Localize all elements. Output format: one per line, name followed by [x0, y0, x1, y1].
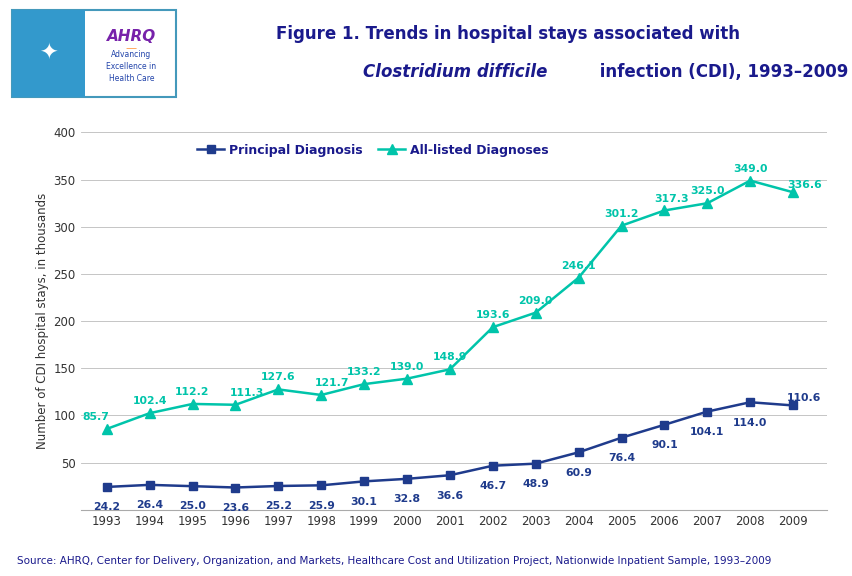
- Text: 48.9: 48.9: [521, 479, 549, 489]
- Text: 25.9: 25.9: [308, 501, 334, 510]
- Text: 127.6: 127.6: [261, 373, 296, 382]
- Text: 111.3: 111.3: [229, 388, 263, 398]
- Text: 90.1: 90.1: [650, 440, 677, 450]
- Text: 110.6: 110.6: [786, 393, 820, 403]
- Text: 102.4: 102.4: [132, 396, 167, 406]
- FancyBboxPatch shape: [12, 10, 85, 97]
- Text: 139.0: 139.0: [389, 362, 423, 372]
- Text: 25.2: 25.2: [264, 501, 291, 511]
- Text: Figure 1. Trends in hospital stays associated with: Figure 1. Trends in hospital stays assoc…: [275, 25, 739, 43]
- Text: 301.2: 301.2: [603, 209, 638, 219]
- Text: 112.2: 112.2: [176, 387, 210, 397]
- Text: 121.7: 121.7: [314, 378, 349, 388]
- Text: 336.6: 336.6: [786, 180, 820, 190]
- Text: 148.9: 148.9: [432, 353, 467, 362]
- Text: 24.2: 24.2: [93, 502, 120, 512]
- Text: 193.6: 193.6: [475, 310, 509, 320]
- Text: Clostridium difficile: Clostridium difficile: [362, 63, 546, 81]
- Text: 26.4: 26.4: [136, 500, 163, 510]
- Text: 36.6: 36.6: [436, 491, 463, 501]
- Text: 30.1: 30.1: [350, 497, 377, 507]
- Text: 114.0: 114.0: [732, 418, 767, 427]
- Text: Source: AHRQ, Center for Delivery, Organization, and Markets, Healthcare Cost an: Source: AHRQ, Center for Delivery, Organ…: [17, 556, 770, 566]
- Text: 246.1: 246.1: [561, 261, 596, 271]
- FancyBboxPatch shape: [12, 10, 176, 97]
- Text: Advancing
Excellence in
Health Care: Advancing Excellence in Health Care: [106, 50, 156, 83]
- Text: 76.4: 76.4: [607, 453, 635, 463]
- Text: 23.6: 23.6: [222, 503, 249, 513]
- Y-axis label: Number of CDI hospital stays, in thousands: Number of CDI hospital stays, in thousan…: [36, 193, 49, 449]
- Text: 209.0: 209.0: [518, 295, 552, 306]
- Text: infection (CDI), 1993–2009: infection (CDI), 1993–2009: [593, 63, 847, 81]
- Text: 104.1: 104.1: [689, 427, 723, 437]
- Text: ✦: ✦: [39, 43, 58, 63]
- Text: 133.2: 133.2: [347, 367, 381, 377]
- Text: AHRQ: AHRQ: [106, 29, 156, 44]
- Text: 32.8: 32.8: [393, 494, 420, 504]
- Text: 46.7: 46.7: [479, 481, 506, 491]
- Text: 325.0: 325.0: [689, 186, 723, 196]
- Text: 85.7: 85.7: [82, 412, 109, 422]
- Legend: Principal Diagnosis, All-listed Diagnoses: Principal Diagnosis, All-listed Diagnose…: [192, 139, 554, 162]
- Text: —: —: [125, 44, 137, 54]
- Text: 349.0: 349.0: [732, 164, 767, 173]
- Text: 317.3: 317.3: [653, 194, 688, 203]
- Text: 25.0: 25.0: [179, 502, 206, 511]
- Text: 60.9: 60.9: [565, 468, 591, 478]
